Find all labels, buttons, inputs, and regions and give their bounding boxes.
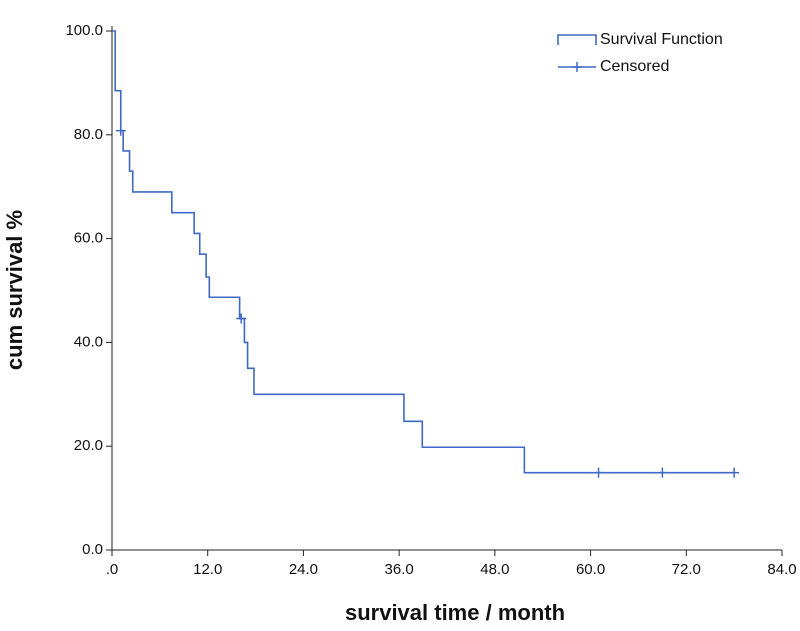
x-axis-title: survival time / month [345, 600, 565, 625]
y-tick-label: 80.0 [74, 126, 103, 143]
legend-text: Survival Function [600, 31, 723, 48]
x-tick-label: 36.0 [385, 561, 414, 578]
y-tick-label: 20.0 [74, 437, 103, 454]
censor-mark [593, 467, 604, 478]
x-tick-label: 24.0 [289, 561, 318, 578]
x-tick-label: 60.0 [576, 561, 605, 578]
y-axis-title: cum survival % [2, 210, 27, 370]
censor-mark [729, 467, 740, 478]
survival-curve [112, 30, 735, 474]
censor-mark [115, 125, 126, 136]
censor-mark [657, 467, 668, 478]
legend-icon [557, 34, 597, 45]
x-tick-label: .0 [106, 561, 119, 578]
legend-icon [572, 62, 582, 72]
x-tick-label: 48.0 [480, 561, 509, 578]
censor-mark [236, 313, 247, 324]
y-tick-label: 60.0 [74, 230, 103, 247]
x-tick-label: 72.0 [672, 561, 701, 578]
y-tick-label: 0.0 [82, 541, 103, 558]
y-tick-label: 100.0 [65, 22, 103, 39]
legend-text: Censored [600, 58, 669, 75]
y-tick-label: 40.0 [74, 333, 103, 350]
x-tick-label: 12.0 [193, 561, 222, 578]
x-tick-label: 84.0 [767, 561, 796, 578]
